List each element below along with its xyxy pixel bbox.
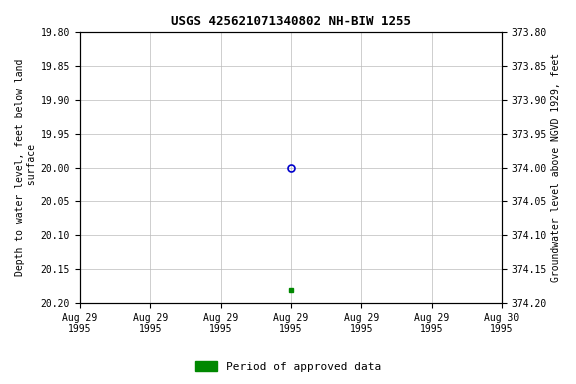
Y-axis label: Groundwater level above NGVD 1929, feet: Groundwater level above NGVD 1929, feet bbox=[551, 53, 561, 282]
Y-axis label: Depth to water level, feet below land
 surface: Depth to water level, feet below land su… bbox=[15, 59, 37, 276]
Legend: Period of approved data: Period of approved data bbox=[191, 357, 385, 377]
Title: USGS 425621071340802 NH-BIW 1255: USGS 425621071340802 NH-BIW 1255 bbox=[171, 15, 411, 28]
